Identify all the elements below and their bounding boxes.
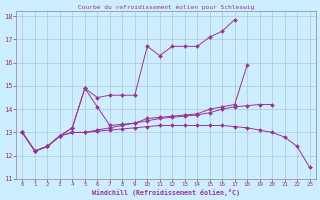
Title: Courbe du refroidissement éolien pour Schleswig: Courbe du refroidissement éolien pour Sc… <box>78 4 254 10</box>
X-axis label: Windchill (Refroidissement éolien,°C): Windchill (Refroidissement éolien,°C) <box>92 189 240 196</box>
